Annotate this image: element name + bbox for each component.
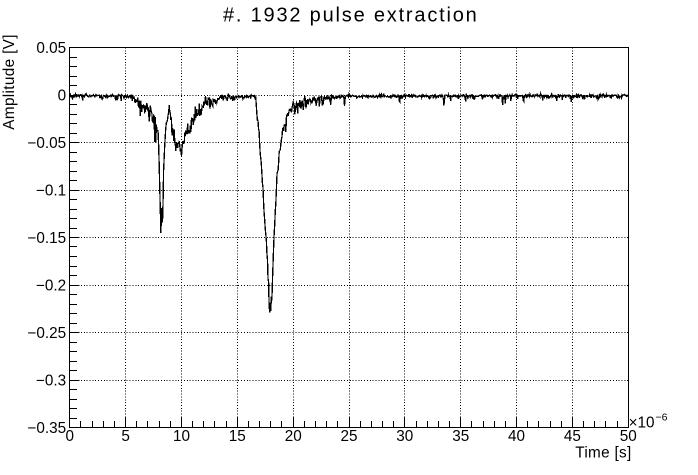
- svg-text:Time [s]: Time [s]: [575, 445, 631, 462]
- svg-text:−0.35: −0.35: [27, 420, 66, 437]
- svg-text:30: 30: [396, 428, 413, 445]
- svg-text:15: 15: [229, 428, 246, 445]
- svg-text:#. 1932 pulse extraction: #. 1932 pulse extraction: [223, 5, 479, 27]
- svg-text:5: 5: [121, 428, 130, 445]
- svg-text:45: 45: [564, 428, 581, 445]
- svg-text:0: 0: [58, 88, 67, 105]
- svg-text:Amplitude [V]: Amplitude [V]: [1, 34, 18, 130]
- svg-text:−0.1: −0.1: [36, 183, 66, 200]
- svg-text:20: 20: [285, 428, 302, 445]
- svg-text:10: 10: [173, 428, 190, 445]
- svg-text:25: 25: [340, 428, 357, 445]
- svg-text:−0.05: −0.05: [27, 135, 66, 152]
- svg-text:0: 0: [66, 428, 75, 445]
- svg-text:×10: ×10: [629, 414, 655, 431]
- svg-text:−6: −6: [656, 411, 668, 423]
- svg-text:50: 50: [620, 428, 637, 445]
- svg-text:−0.25: −0.25: [27, 325, 66, 342]
- svg-text:−0.3: −0.3: [36, 373, 66, 390]
- svg-text:40: 40: [508, 428, 525, 445]
- svg-text:−0.2: −0.2: [36, 278, 66, 295]
- svg-text:−0.15: −0.15: [27, 230, 66, 247]
- svg-text:0.05: 0.05: [36, 40, 66, 57]
- svg-text:35: 35: [452, 428, 469, 445]
